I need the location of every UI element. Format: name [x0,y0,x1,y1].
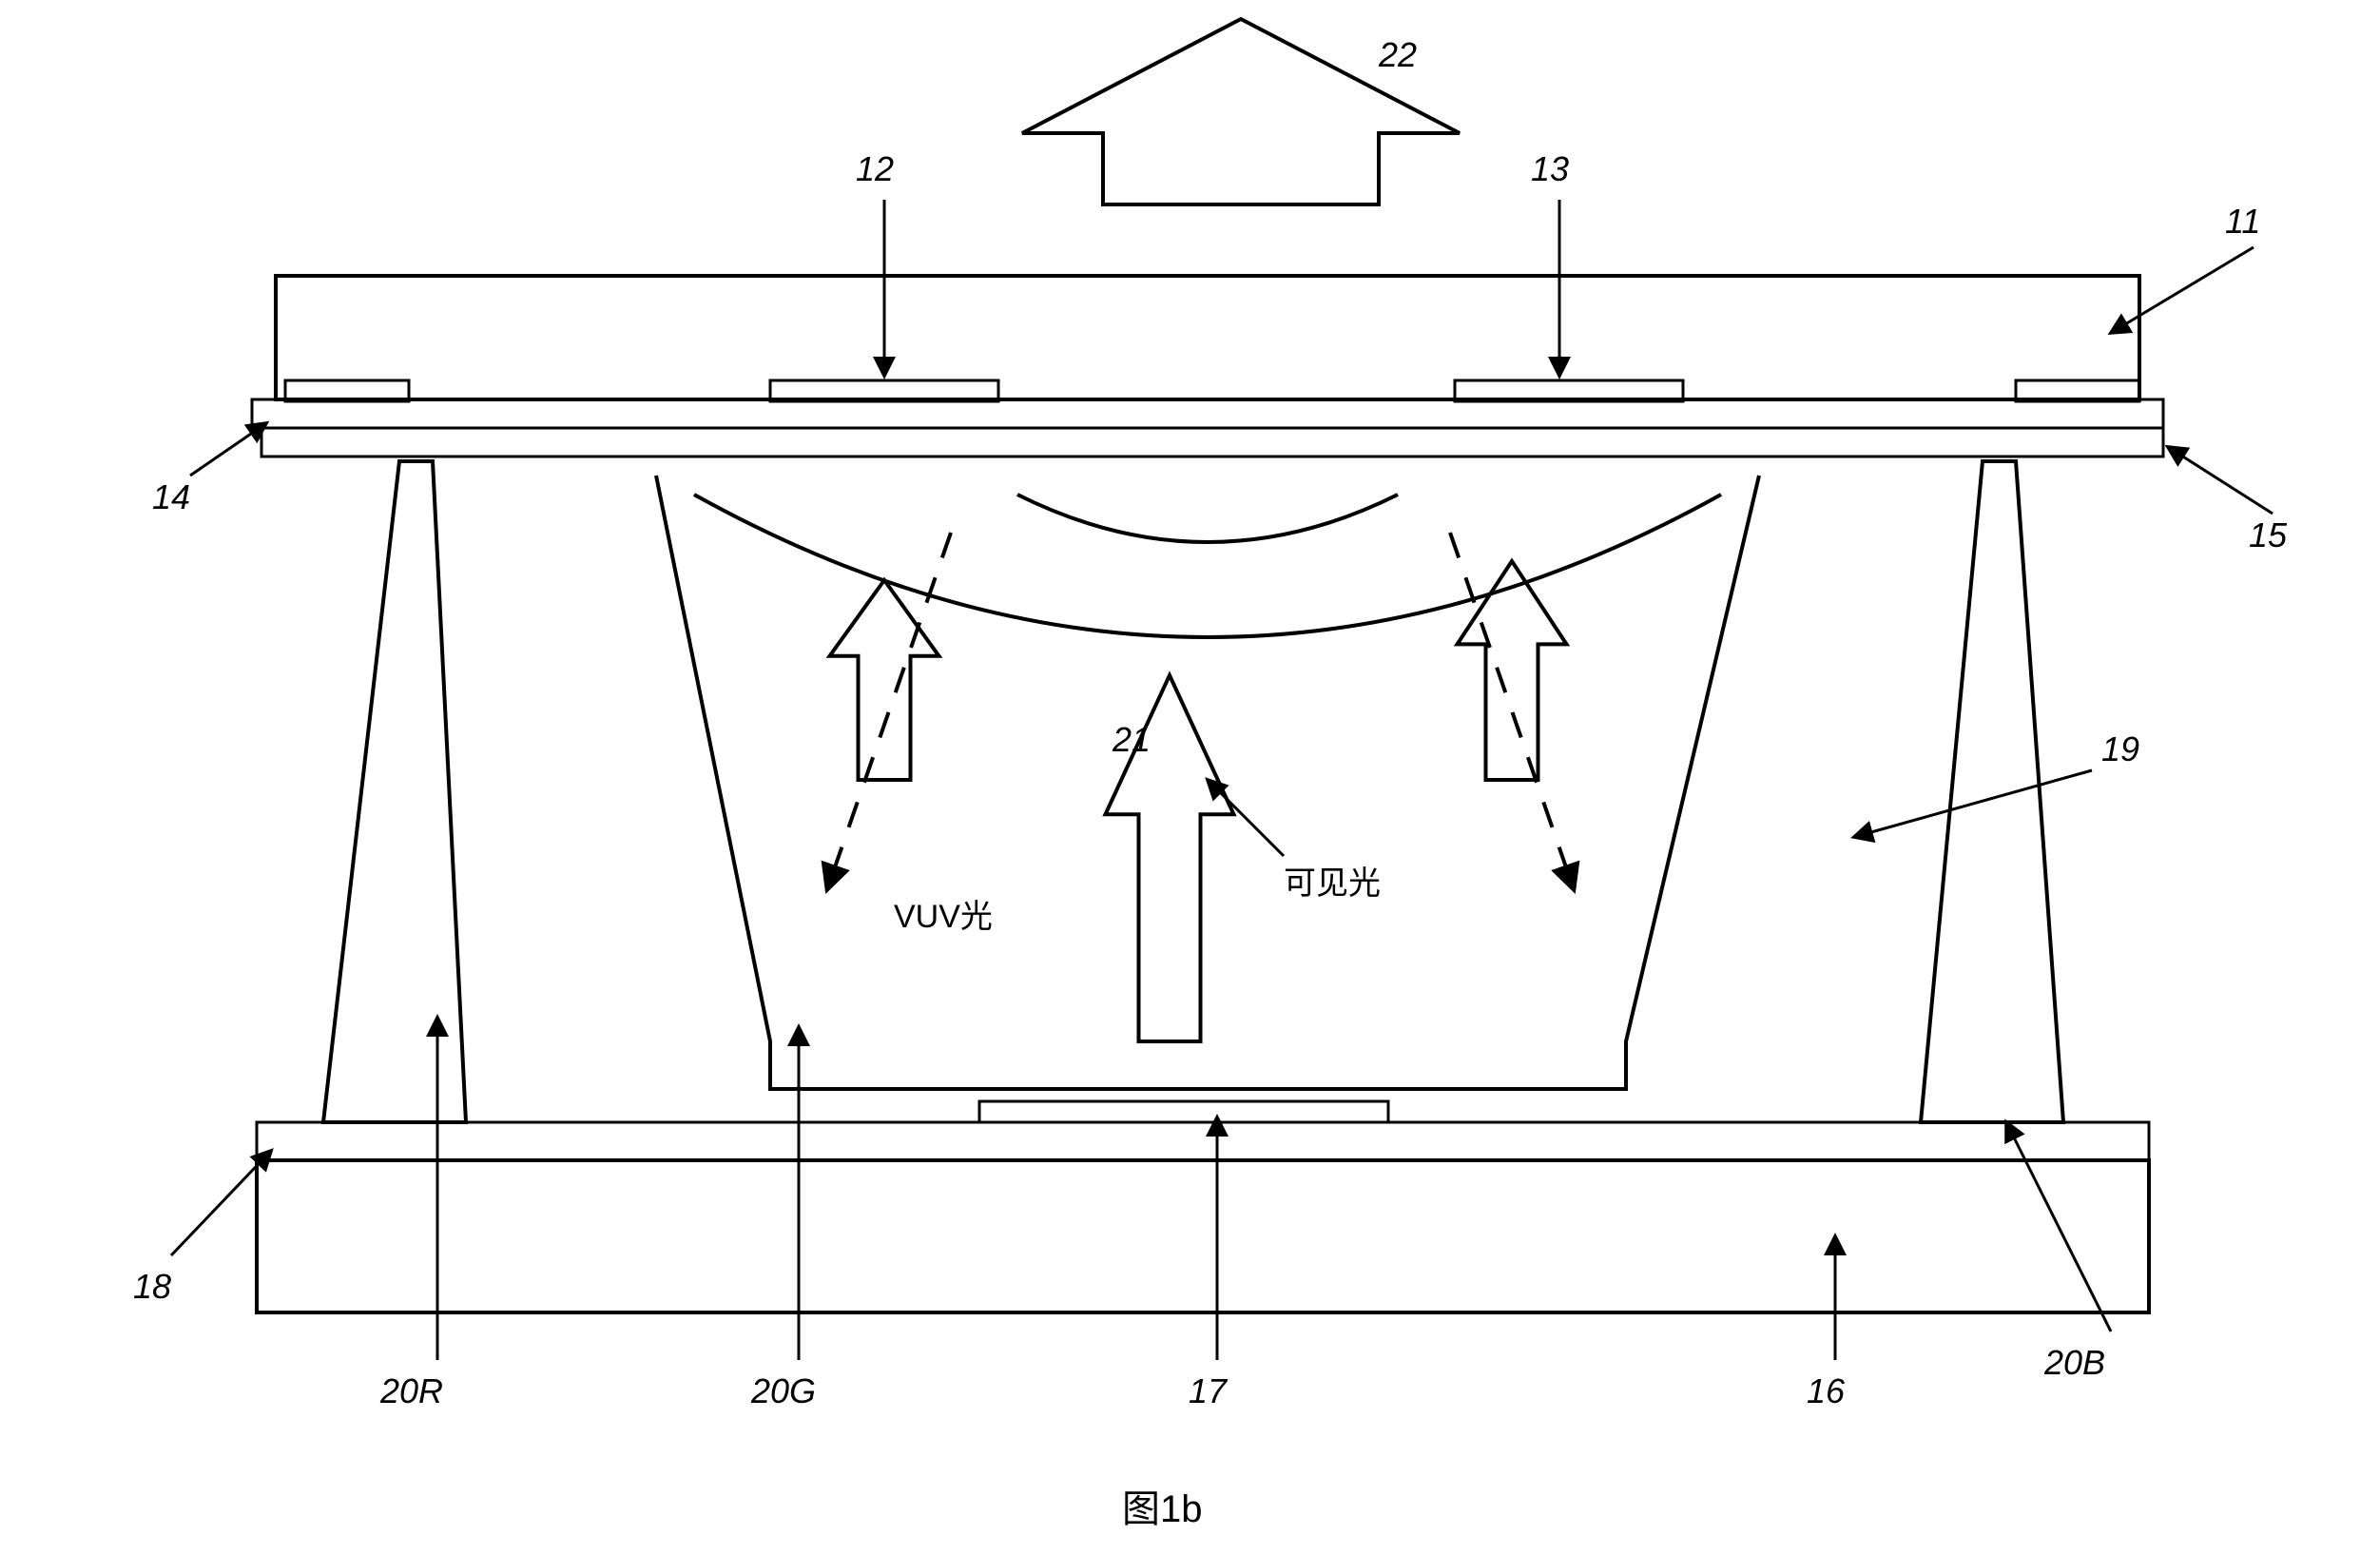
label-n16: 16 [1807,1371,1846,1410]
label-n20R: 20R [379,1371,443,1410]
label-n20B: 20B [2043,1343,2105,1382]
label-n15: 15 [2249,515,2288,554]
label-n14: 14 [152,477,190,516]
label-n12: 12 [856,149,894,188]
label-n22: 22 [1378,35,1417,74]
label-n21: 21 [1112,720,1151,759]
label-n20G: 20G [750,1371,816,1410]
label-n18: 18 [133,1267,171,1306]
figure-caption: 图1b [1122,1488,1203,1530]
label-n17: 17 [1189,1371,1229,1410]
label-visible: 可见光 [1284,865,1381,902]
label-n19: 19 [2101,729,2139,768]
label-vuv: VUV光 [894,899,993,935]
label-n11: 11 [2225,202,2260,241]
label-n13: 13 [1531,149,1569,188]
